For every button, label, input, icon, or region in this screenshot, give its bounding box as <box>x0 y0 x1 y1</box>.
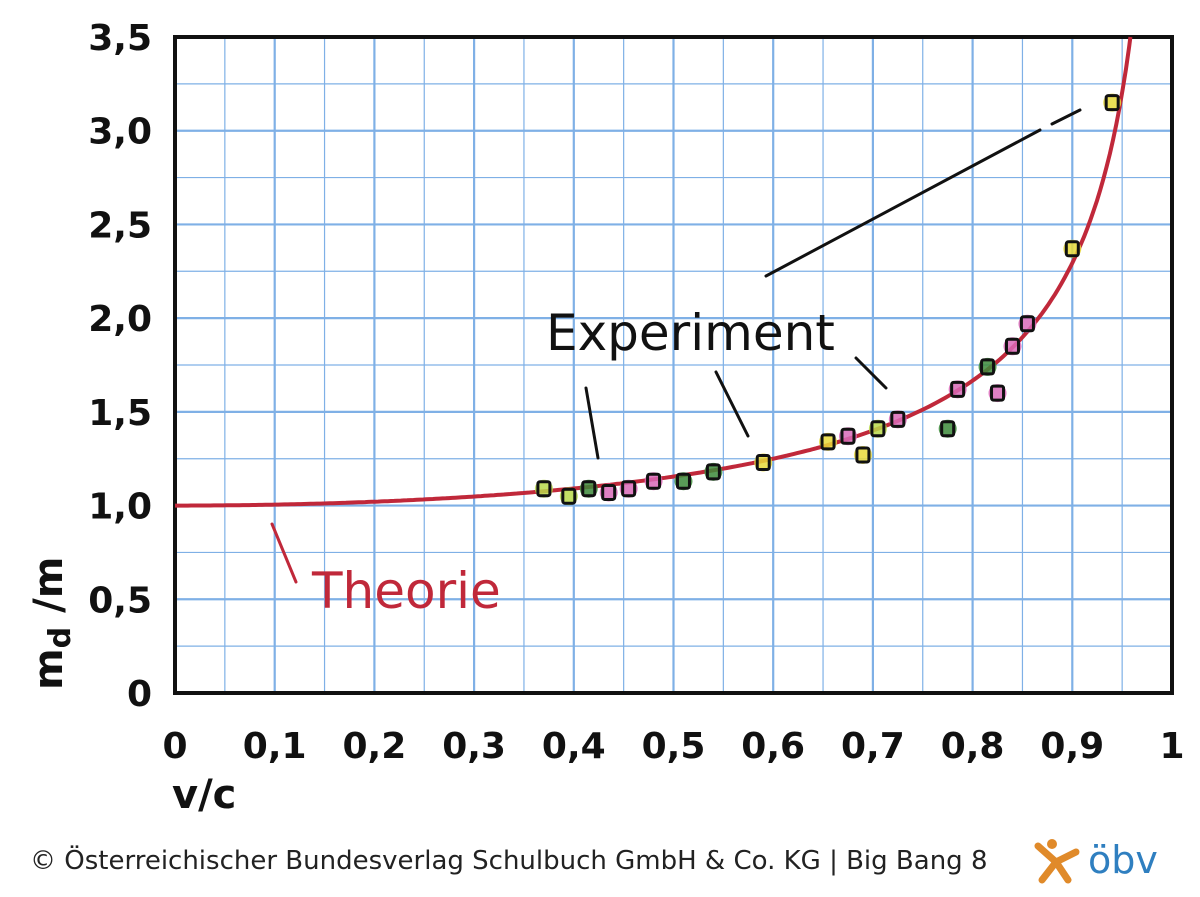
x-tick-label: 0,2 <box>343 726 407 767</box>
experiment-point <box>559 487 578 506</box>
pointer-1 <box>584 386 600 460</box>
pointer-3 <box>854 356 888 390</box>
experiment-point <box>644 472 663 491</box>
point-marker <box>1064 240 1080 258</box>
publisher-name: öbv <box>1088 838 1158 882</box>
pointer-2 <box>714 370 750 438</box>
point-marker <box>536 480 552 498</box>
experiment-point <box>1018 314 1037 333</box>
y-axis-label-rest: /m <box>26 557 72 627</box>
x-tick-label: 0,1 <box>243 726 307 767</box>
pointer-4 <box>764 128 1042 278</box>
x-tick-label: 0 <box>162 726 187 767</box>
theory-label: Theorie <box>311 562 501 620</box>
point-marker <box>855 446 871 464</box>
y-axis-label-sub: d <box>43 627 78 648</box>
experiment-label: Experiment <box>546 304 835 362</box>
point-marker <box>950 380 966 398</box>
point-marker <box>1019 315 1035 333</box>
x-tick-labels: 0 0,1 0,2 0,3 0,4 0,5 0,6 0,7 0,8 0,9 1 <box>162 726 1184 767</box>
experiment-point <box>819 432 838 451</box>
experiment-point <box>938 419 957 438</box>
point-marker <box>561 487 577 505</box>
point-marker <box>646 472 662 490</box>
y-tick-label: 3,0 <box>88 112 152 153</box>
y-axis-label-main: m <box>26 648 72 690</box>
annotation-pointers <box>270 108 1082 584</box>
grid <box>175 37 1172 693</box>
experiment-points <box>534 93 1122 506</box>
y-tick-label: 2,5 <box>88 205 152 246</box>
y-axis-label: md /m <box>26 557 78 690</box>
x-tick-label: 1 <box>1159 726 1184 767</box>
experiment-point <box>579 479 598 498</box>
experiment-point <box>619 479 638 498</box>
x-tick-label: 0,8 <box>941 726 1005 767</box>
publisher-logo: öbv <box>1028 838 1178 886</box>
experiment-point <box>674 472 693 491</box>
experiment-point <box>948 380 967 399</box>
x-tick-label: 0,4 <box>542 726 606 767</box>
y-tick-label: 1,0 <box>88 487 152 528</box>
y-tick-label: 3,5 <box>88 18 152 59</box>
experiment-point <box>754 453 773 472</box>
x-tick-label: 0,3 <box>442 726 506 767</box>
point-marker <box>621 480 637 498</box>
y-tick-label: 0 <box>127 674 152 715</box>
y-tick-label: 1,5 <box>88 393 152 434</box>
point-marker <box>840 427 856 445</box>
experiment-point <box>988 384 1007 403</box>
point-marker <box>755 453 771 471</box>
axes <box>173 35 1174 695</box>
y-tick-label: 0,5 <box>88 580 152 621</box>
experiment-point <box>888 410 907 429</box>
point-marker <box>675 472 691 490</box>
plot-frame <box>173 35 1174 695</box>
experiment-point <box>853 445 872 464</box>
point-marker <box>1104 94 1120 112</box>
x-tick-label: 0,6 <box>741 726 805 767</box>
x-tick-label: 0,5 <box>642 726 706 767</box>
experiment-point <box>1003 337 1022 356</box>
point-marker <box>705 463 721 481</box>
pointer-4b <box>1050 108 1082 126</box>
point-marker <box>1004 337 1020 355</box>
x-tick-label: 0,7 <box>841 726 905 767</box>
experiment-point <box>838 427 857 446</box>
experiment-point <box>978 357 997 376</box>
point-marker <box>990 384 1006 402</box>
chart: 0 0,1 0,2 0,3 0,4 0,5 0,6 0,7 0,8 0,9 1 0 0,5 1,0 1,5… <box>26 18 1185 818</box>
experiment-point <box>868 419 887 438</box>
copyright-footer: © Österreichischer Bundesverlag Schulbuc… <box>30 846 988 876</box>
x-tick-label: 0,9 <box>1040 726 1104 767</box>
point-marker <box>890 410 906 428</box>
pointer-theory <box>270 522 298 584</box>
point-marker <box>870 420 886 438</box>
experiment-point <box>1063 239 1082 258</box>
y-tick-labels: 0 0,5 1,0 1,5 2,0 2,5 3,0 3,5 <box>88 18 152 715</box>
point-marker <box>581 480 597 498</box>
experiment-point <box>1103 93 1122 112</box>
point-marker <box>601 483 617 501</box>
point-marker <box>820 433 836 451</box>
experiment-point <box>704 462 723 481</box>
publisher-star-icon <box>1034 839 1080 884</box>
y-tick-label: 2,0 <box>88 299 152 340</box>
point-marker <box>940 420 956 438</box>
experiment-point <box>534 479 553 498</box>
x-axis-label: v/c <box>172 772 236 818</box>
experiment-point <box>599 483 618 502</box>
point-marker <box>980 358 996 376</box>
